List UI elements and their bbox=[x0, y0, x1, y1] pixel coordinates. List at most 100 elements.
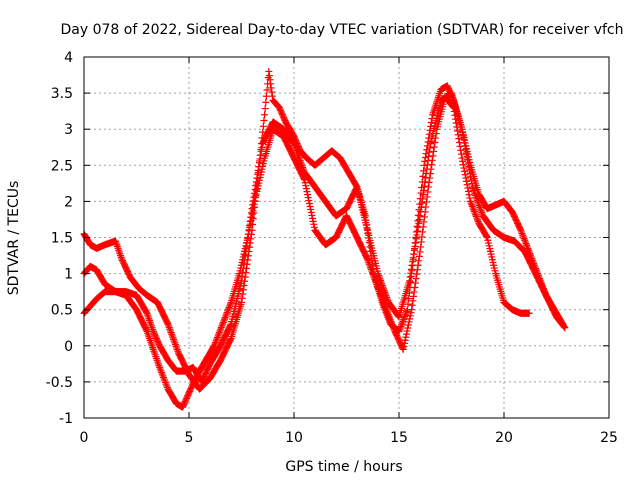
data-point bbox=[463, 177, 471, 185]
data-point bbox=[380, 301, 388, 309]
data-point bbox=[226, 336, 234, 344]
data-point bbox=[213, 335, 221, 343]
data-point bbox=[398, 321, 406, 329]
data-point bbox=[400, 339, 408, 347]
data-point bbox=[255, 159, 263, 167]
data-point bbox=[422, 203, 430, 211]
data-point bbox=[221, 313, 229, 321]
data-point bbox=[419, 228, 427, 236]
data-point bbox=[473, 195, 481, 203]
data-point bbox=[400, 316, 408, 324]
data-point bbox=[473, 197, 481, 205]
data-point bbox=[400, 314, 408, 322]
data-point bbox=[239, 286, 247, 294]
data-point bbox=[466, 194, 474, 202]
data-point bbox=[226, 300, 234, 308]
data-point bbox=[170, 335, 178, 343]
data-point bbox=[453, 123, 461, 131]
data-point bbox=[469, 183, 476, 191]
data-point bbox=[425, 179, 433, 187]
data-point bbox=[211, 340, 219, 348]
data-point bbox=[250, 204, 258, 212]
data-point bbox=[456, 142, 464, 150]
data-point bbox=[383, 295, 391, 303]
data-point bbox=[451, 111, 459, 119]
data-point bbox=[408, 306, 416, 314]
data-point bbox=[306, 202, 314, 210]
data-point bbox=[432, 130, 440, 138]
data-point bbox=[390, 326, 398, 334]
data-point bbox=[421, 208, 429, 216]
data-point bbox=[461, 167, 469, 175]
data-point bbox=[210, 342, 218, 350]
data-point bbox=[383, 293, 391, 301]
data-point bbox=[304, 194, 312, 202]
data-point bbox=[468, 202, 476, 210]
data-point bbox=[412, 235, 420, 243]
data-point bbox=[252, 194, 260, 202]
data-point bbox=[560, 323, 568, 331]
data-point bbox=[371, 276, 379, 284]
data-point bbox=[215, 330, 223, 338]
data-point bbox=[462, 174, 470, 182]
data-point bbox=[381, 288, 389, 296]
data-point bbox=[310, 223, 318, 231]
data-point bbox=[169, 334, 177, 342]
data-point bbox=[452, 115, 460, 123]
data-point bbox=[301, 179, 309, 187]
data-point bbox=[417, 238, 425, 246]
data-point bbox=[449, 103, 457, 111]
data-point bbox=[366, 262, 374, 270]
data-point bbox=[398, 319, 406, 327]
data-point bbox=[383, 307, 391, 315]
data-point bbox=[261, 105, 269, 113]
data-point bbox=[375, 287, 383, 295]
data-point bbox=[431, 139, 439, 147]
data-point bbox=[379, 283, 387, 291]
data-point bbox=[403, 327, 411, 335]
data-point bbox=[399, 317, 407, 325]
data-point bbox=[167, 329, 175, 337]
data-point bbox=[309, 217, 317, 225]
data-point bbox=[561, 324, 569, 332]
data-point bbox=[213, 333, 221, 341]
data-point bbox=[375, 273, 383, 281]
data-point bbox=[406, 273, 414, 281]
data-point bbox=[292, 146, 300, 154]
data-point bbox=[367, 264, 375, 272]
data-point bbox=[390, 324, 398, 332]
data-point bbox=[222, 312, 230, 320]
data-point bbox=[376, 276, 384, 284]
data-point bbox=[388, 321, 396, 329]
data-point bbox=[413, 266, 421, 274]
data-point bbox=[378, 280, 386, 288]
data-point bbox=[420, 186, 428, 194]
data-point bbox=[412, 275, 420, 283]
data-point bbox=[382, 304, 390, 312]
data-point bbox=[171, 339, 179, 347]
data-point bbox=[416, 212, 424, 220]
data-point bbox=[404, 321, 412, 329]
data-point bbox=[410, 250, 418, 258]
data-point bbox=[421, 213, 429, 221]
data-point bbox=[248, 214, 256, 222]
y-tick-label: 0 bbox=[64, 339, 73, 355]
data-point bbox=[244, 230, 252, 238]
data-point bbox=[462, 146, 470, 154]
data-point bbox=[386, 314, 394, 322]
y-tick-label: 4 bbox=[64, 50, 73, 66]
data-point bbox=[469, 204, 477, 212]
data-point bbox=[419, 223, 427, 231]
data-point bbox=[471, 209, 479, 217]
data-point bbox=[466, 169, 474, 177]
data-point bbox=[470, 188, 478, 196]
data-point bbox=[472, 211, 480, 219]
data-point bbox=[430, 147, 438, 155]
data-point bbox=[291, 143, 299, 151]
data-point bbox=[521, 236, 529, 244]
data-point bbox=[459, 129, 467, 137]
data-point bbox=[387, 317, 395, 325]
data-point bbox=[402, 333, 410, 341]
data-point bbox=[389, 322, 397, 330]
data-point bbox=[397, 322, 405, 330]
